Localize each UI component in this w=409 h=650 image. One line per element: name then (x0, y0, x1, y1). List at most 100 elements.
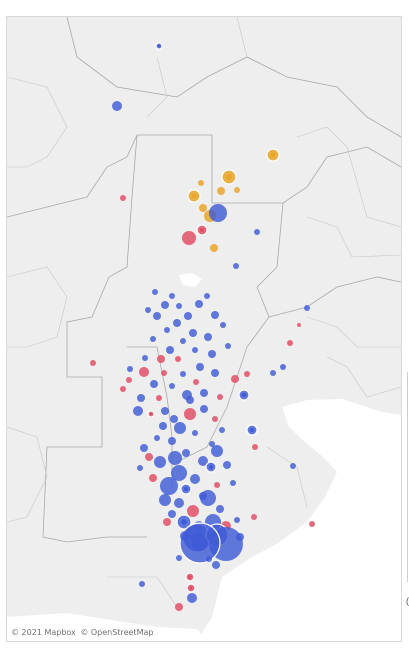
blue-location-marker[interactable] (154, 456, 166, 468)
blue-location-marker[interactable] (195, 300, 203, 308)
red-location-marker[interactable] (193, 379, 199, 385)
blue-location-marker[interactable] (169, 293, 175, 299)
orange-location-marker[interactable] (234, 187, 240, 193)
blue-location-marker[interactable] (127, 366, 133, 372)
blue-location-marker[interactable] (209, 441, 215, 447)
orange-location-marker[interactable] (217, 187, 225, 195)
red-location-marker[interactable] (231, 375, 239, 383)
blue-location-marker[interactable] (225, 343, 231, 349)
blue-location-marker[interactable] (145, 307, 151, 313)
map-frame[interactable]: © 2021 Mapbox © OpenStreetMap (6, 16, 402, 642)
blue-location-marker[interactable] (234, 517, 240, 523)
blue-location-marker[interactable] (200, 490, 216, 506)
blue-location-marker[interactable] (112, 101, 122, 111)
orange-location-marker[interactable] (210, 244, 218, 252)
blue-location-marker[interactable] (139, 581, 145, 587)
blue-location-marker[interactable] (154, 435, 160, 441)
blue-location-marker[interactable] (180, 338, 186, 344)
blue-location-marker[interactable] (174, 422, 186, 434)
blue-location-marker[interactable] (211, 445, 223, 457)
blue-location-marker[interactable] (140, 444, 148, 452)
blue-location-marker[interactable] (160, 477, 178, 495)
blue-location-marker[interactable] (137, 394, 145, 402)
blue-location-marker[interactable] (159, 494, 171, 506)
blue-location-marker[interactable] (137, 465, 143, 471)
red-location-marker[interactable] (120, 386, 126, 392)
orange-location-marker[interactable] (198, 180, 204, 186)
blue-location-marker[interactable] (173, 319, 181, 327)
blue-location-marker[interactable] (223, 461, 231, 469)
map-canvas[interactable] (7, 17, 401, 641)
red-location-marker[interactable] (90, 360, 96, 366)
blue-location-marker[interactable] (230, 480, 236, 486)
blue-location-marker[interactable] (219, 427, 225, 433)
blue-location-marker[interactable] (180, 531, 190, 541)
orange-location-marker[interactable] (199, 204, 207, 212)
mapbox-attribution[interactable]: © 2021 Mapbox (11, 628, 76, 637)
blue-location-marker[interactable] (150, 380, 158, 388)
blue-location-marker[interactable] (186, 396, 194, 404)
blue-location-marker[interactable] (204, 293, 210, 299)
blue-location-marker[interactable] (184, 312, 192, 320)
red-location-marker[interactable] (126, 377, 132, 383)
red-location-marker[interactable] (161, 370, 167, 376)
blue-location-marker[interactable] (200, 405, 208, 413)
blue-location-marker[interactable] (168, 510, 176, 518)
blue-location-marker[interactable] (133, 406, 143, 416)
blue-location-marker[interactable] (159, 422, 167, 430)
blue-location-marker[interactable] (182, 449, 190, 457)
blue-location-marker[interactable] (198, 456, 208, 466)
blue-location-marker[interactable] (152, 289, 158, 295)
blue-location-marker[interactable] (176, 555, 182, 561)
blue-location-marker[interactable] (190, 474, 200, 484)
blue-location-marker[interactable] (220, 322, 226, 328)
blue-location-marker[interactable] (212, 561, 220, 569)
blue-location-marker[interactable] (211, 369, 219, 377)
red-location-marker[interactable] (139, 367, 149, 377)
red-location-marker[interactable] (182, 231, 196, 245)
red-location-marker[interactable] (187, 505, 199, 517)
blue-location-marker[interactable] (304, 305, 310, 311)
red-location-marker[interactable] (184, 408, 196, 420)
red-location-marker[interactable] (175, 356, 181, 362)
blue-location-marker[interactable] (176, 303, 182, 309)
blue-location-marker[interactable] (171, 465, 187, 481)
red-location-marker[interactable] (214, 482, 220, 488)
blue-location-marker[interactable] (196, 363, 204, 371)
blue-location-marker[interactable] (290, 463, 296, 469)
blue-location-marker[interactable] (164, 327, 170, 333)
red-location-marker[interactable] (163, 518, 171, 526)
blue-location-marker[interactable] (208, 350, 216, 358)
blue-location-marker[interactable] (211, 311, 219, 319)
blue-location-marker[interactable] (204, 333, 212, 341)
blue-location-marker[interactable] (189, 329, 197, 337)
blue-location-marker[interactable] (170, 415, 178, 423)
blue-location-marker[interactable] (192, 347, 198, 353)
blue-location-marker[interactable] (236, 533, 244, 541)
red-location-marker[interactable] (251, 514, 257, 520)
blue-location-marker[interactable] (180, 371, 186, 377)
blue-location-marker[interactable] (233, 263, 239, 269)
blue-location-marker[interactable] (166, 346, 174, 354)
red-location-marker[interactable] (149, 474, 157, 482)
red-location-marker[interactable] (175, 603, 183, 611)
blue-location-marker[interactable] (161, 407, 169, 415)
red-location-marker[interactable] (309, 521, 315, 527)
blue-location-marker[interactable] (174, 498, 184, 508)
blue-location-marker[interactable] (206, 556, 212, 562)
blue-location-marker[interactable] (187, 593, 197, 603)
blue-location-marker[interactable] (192, 430, 198, 436)
red-location-marker[interactable] (156, 395, 162, 401)
blue-location-marker[interactable] (270, 370, 276, 376)
red-location-marker[interactable] (287, 340, 293, 346)
blue-location-marker[interactable] (254, 229, 260, 235)
red-location-marker[interactable] (120, 195, 126, 201)
blue-location-marker[interactable] (209, 204, 227, 222)
map-attribution[interactable]: © 2021 Mapbox © OpenStreetMap (11, 628, 155, 637)
red-location-marker[interactable] (212, 416, 218, 422)
blue-location-marker[interactable] (169, 383, 175, 389)
blue-location-marker[interactable] (200, 389, 208, 397)
blue-location-marker[interactable] (168, 451, 182, 465)
red-location-marker[interactable] (217, 394, 223, 400)
blue-location-marker[interactable] (168, 437, 176, 445)
